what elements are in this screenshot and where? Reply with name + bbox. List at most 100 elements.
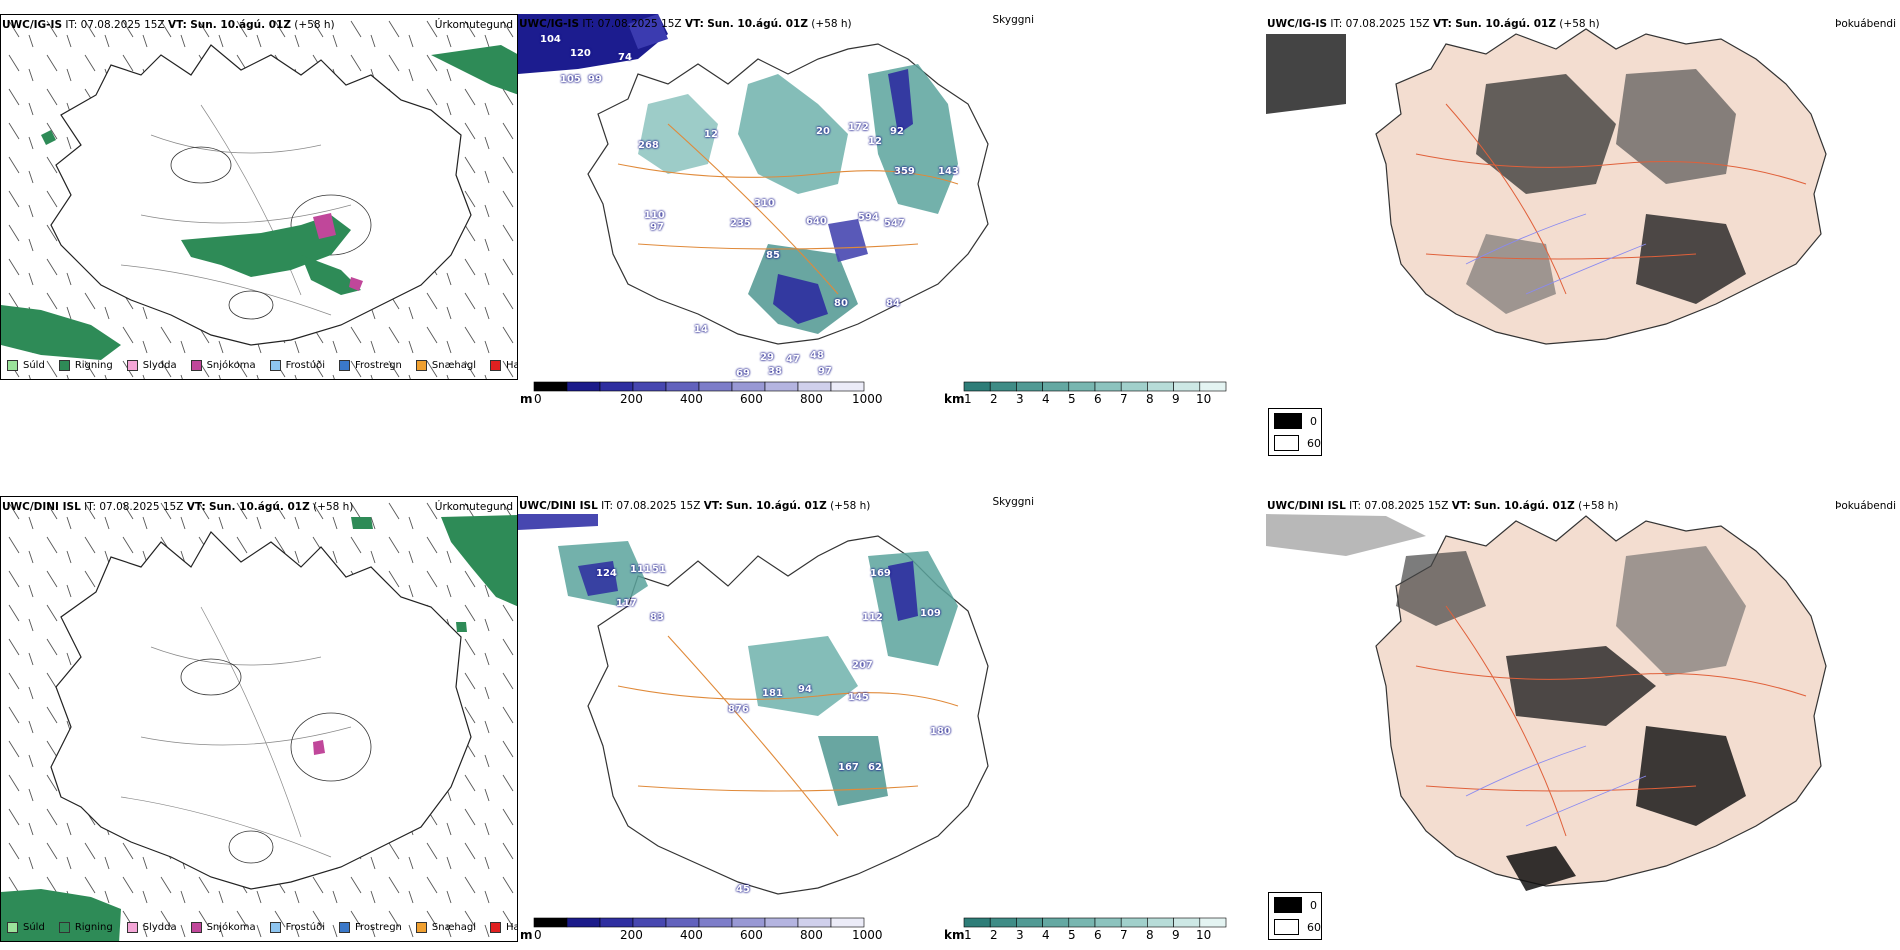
rain-area (1, 889, 121, 941)
ceiling-value: 124 (596, 568, 617, 579)
colorbar-segment (599, 917, 634, 928)
ceiling-value: 45 (736, 884, 750, 895)
colorbar-segment (989, 917, 1017, 928)
colorbar-segment (1042, 917, 1070, 928)
iceland-outline (50, 44, 472, 346)
snow-area (313, 740, 325, 755)
ceiling-value: 359 (894, 166, 915, 177)
ceiling-unit: m (520, 928, 533, 942)
precip-type-map-bottom (1, 497, 517, 941)
rain-area (1, 305, 121, 360)
header-bottom-middle: UWC/DINI ISL IT: 07.08.2025 15Z VT: Sun.… (519, 500, 871, 512)
ceiling-value: 180 (930, 726, 951, 737)
ceiling-value: 235 (730, 218, 751, 229)
ceiling-value: 109 (920, 608, 941, 619)
precip-type-map-top (1, 15, 517, 379)
colorbar-segment (731, 381, 766, 392)
cloud-title-bottom: Skyggni (992, 496, 1035, 508)
colorbar-segment (764, 381, 799, 392)
colorbar-segment (963, 917, 991, 928)
colorbar-segment (1147, 917, 1174, 928)
fog-panel-top: UWC/IG-IS IT: 07.08.2025 15Z VT: Sun. 10… (1266, 14, 1900, 380)
ceiling-value: 12 (868, 136, 882, 147)
colorbar-segment (698, 381, 733, 392)
header-bottom-right: UWC/DINI ISL IT: 07.08.2025 15Z VT: Sun.… (1267, 500, 1619, 512)
ceiling-value: 112 (862, 612, 883, 623)
colorbar-segment (830, 917, 865, 928)
visibility-colorbar-top: km 1 2 3 4 5 6 7 8 9 10 (944, 380, 1264, 406)
legend-item-sleet: Slydda (126, 360, 177, 371)
legend-item-snow-pellets: Snæhagl (415, 922, 476, 933)
precip-title-bottom: Úrkomutegund (434, 501, 513, 513)
visibility-tick: 9 (1172, 392, 1180, 406)
ceiling-value: 207 (852, 660, 873, 671)
colorbar-segment (566, 381, 601, 392)
legend-item-rain: Rigning (58, 922, 113, 933)
visibility-tick: 6 (1094, 928, 1102, 942)
ceiling-tick: 400 (680, 928, 703, 942)
legend-item-freezing-drizzle: Frostúði (269, 922, 325, 933)
ceiling-value: 640 (806, 216, 827, 227)
ceiling-value: 92 (890, 126, 904, 137)
visibility-tick: 8 (1146, 928, 1154, 942)
colorbar-segment (963, 381, 991, 392)
snow-area (313, 213, 336, 239)
colorbar-segment (797, 917, 832, 928)
precip-legend-top: Súld Rigning Slydda Snjókoma Frostúði Fr… (7, 360, 517, 371)
fog-scale-bottom: 0 60 (1268, 892, 1322, 940)
ceiling-value: 143 (938, 166, 959, 177)
legend-item-freezing-rain: Frostregn (339, 922, 402, 933)
ceiling-value: 172 (848, 122, 869, 133)
visibility-tick: 3 (1016, 392, 1024, 406)
colorbar-segment (698, 917, 733, 928)
fog-map-bottom (1266, 514, 1827, 891)
legend-item-snow-pellets: Snæhagl (415, 360, 476, 371)
colorbar-segment (632, 381, 667, 392)
precip-type-panel-top: UWC/IG-IS IT: 07.08.2025 15Z VT: Sun. 10… (0, 14, 518, 380)
ceiling-value: 94 (798, 684, 812, 695)
legend-item-drizzle: Súld (7, 360, 45, 371)
colorbar-segment (1199, 381, 1227, 392)
ceiling-value: 97 (818, 366, 832, 377)
colorbar-segment (731, 917, 766, 928)
ceiling-tick: 800 (800, 928, 823, 942)
header-top-left: UWC/IG-IS IT: 07.08.2025 15Z VT: Sun. 10… (2, 19, 335, 31)
ceiling-value: 104 (540, 34, 561, 45)
visibility-tick: 4 (1042, 928, 1050, 942)
precip-type-panel-bottom: UWC/DINI ISL IT: 07.08.2025 15Z VT: Sun.… (0, 496, 518, 942)
cloud-title-top: Skyggni (992, 14, 1035, 26)
ceiling-value: 12 (704, 129, 718, 140)
cloud-visibility-map-top (518, 14, 989, 345)
visibility-tick: 2 (990, 928, 998, 942)
colorbar-segment (1016, 381, 1043, 392)
ceiling-tick: 0 (534, 928, 542, 942)
ceiling-tick: 600 (740, 928, 763, 942)
ceiling-colorbar-bottom: m 0 200 400 600 800 1000 (520, 916, 980, 942)
ceiling-value: 51 (652, 564, 666, 575)
visibility-tick: 5 (1068, 392, 1076, 406)
ceiling-value: 268 (638, 140, 659, 151)
visibility-tick: 8 (1146, 392, 1154, 406)
legend-item-hail: Haglél (490, 922, 517, 933)
ceiling-value: 20 (816, 126, 830, 137)
visibility-tick: 10 (1196, 392, 1212, 406)
visibility-tick: 10 (1196, 928, 1212, 942)
visibility-tick: 7 (1120, 928, 1128, 942)
ceiling-tick: 0 (534, 392, 542, 406)
legend-item-freezing-drizzle: Frostúði (269, 360, 325, 371)
colorbar-segment (1173, 381, 1201, 392)
ceiling-value: 29 (760, 352, 774, 363)
ceiling-colorbar-top: m 0 200 400 600 800 1000 (520, 380, 980, 406)
ceiling-value: 117 (616, 598, 637, 609)
legend-item-freezing-rain: Frostregn (339, 360, 402, 371)
colorbar-segment (1173, 917, 1201, 928)
colorbar-segment (665, 381, 700, 392)
colorbar-segment (1016, 917, 1043, 928)
header-top-right: UWC/IG-IS IT: 07.08.2025 15Z VT: Sun. 10… (1267, 18, 1600, 30)
ceiling-value: 84 (886, 298, 900, 309)
visibility-tick: 2 (990, 392, 998, 406)
visibility-tick: 7 (1120, 392, 1128, 406)
ceiling-tick: 200 (620, 928, 643, 942)
ceiling-tick: 400 (680, 392, 703, 406)
visibility-tick: 6 (1094, 392, 1102, 406)
